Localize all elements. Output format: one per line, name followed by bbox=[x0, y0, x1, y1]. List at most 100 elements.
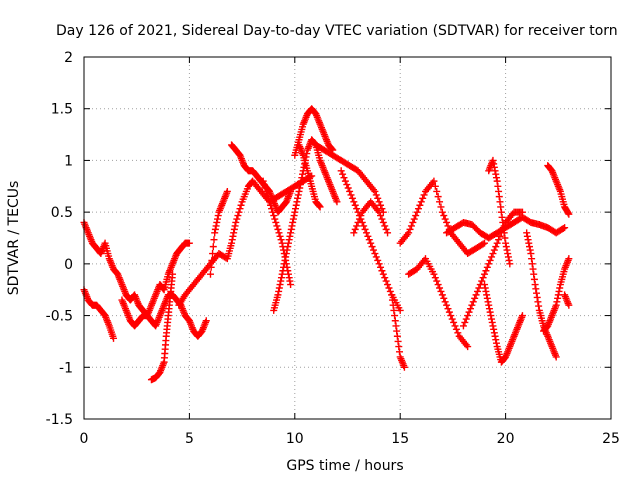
data-point bbox=[531, 281, 539, 289]
data-point bbox=[528, 255, 536, 263]
series-arc-k bbox=[295, 141, 324, 211]
data-point bbox=[565, 301, 573, 309]
data-point bbox=[351, 225, 359, 233]
series-arc-c bbox=[118, 291, 210, 340]
data-point bbox=[368, 243, 376, 251]
series-arc-t bbox=[481, 281, 526, 366]
data-point bbox=[262, 187, 270, 195]
data-point bbox=[391, 317, 399, 325]
data-point bbox=[431, 274, 439, 282]
data-point bbox=[434, 193, 442, 201]
data-point bbox=[339, 170, 347, 178]
data-point bbox=[268, 205, 276, 213]
data-point bbox=[375, 198, 383, 206]
data-point bbox=[347, 191, 355, 199]
data-point bbox=[561, 224, 569, 232]
y-tick-labels: -1.5 -1 -0.5 0 0.5 1 1.5 2 bbox=[46, 50, 73, 428]
data-point bbox=[269, 208, 277, 216]
data-point bbox=[333, 198, 341, 206]
data-point bbox=[496, 232, 504, 240]
data-point bbox=[296, 181, 304, 189]
data-point bbox=[286, 232, 294, 240]
data-point bbox=[275, 229, 283, 237]
series-arc-o bbox=[388, 291, 408, 371]
data-point bbox=[293, 198, 301, 206]
data-point bbox=[350, 198, 358, 206]
data-point bbox=[232, 218, 240, 226]
data-point bbox=[499, 218, 507, 226]
data-point bbox=[431, 182, 439, 190]
data-point bbox=[361, 225, 369, 233]
data-point bbox=[409, 218, 417, 226]
data-point bbox=[491, 332, 499, 340]
data-point bbox=[348, 194, 356, 202]
series-arc-y bbox=[561, 291, 573, 309]
data-point bbox=[278, 270, 286, 278]
data-point bbox=[287, 225, 295, 233]
data-point bbox=[367, 239, 375, 247]
data-point bbox=[565, 210, 573, 218]
data-point bbox=[433, 277, 441, 285]
data-point bbox=[487, 312, 495, 320]
data-point bbox=[518, 208, 526, 216]
data-point bbox=[353, 205, 361, 213]
data-point bbox=[523, 232, 531, 240]
data-point bbox=[441, 298, 449, 306]
data-point bbox=[502, 239, 510, 247]
data-point bbox=[377, 212, 385, 220]
data-point bbox=[389, 301, 397, 309]
data-points bbox=[80, 105, 573, 384]
data-point bbox=[286, 277, 294, 285]
data-point bbox=[354, 218, 362, 226]
data-point bbox=[271, 215, 279, 223]
data-point bbox=[299, 170, 307, 178]
data-point bbox=[492, 170, 500, 178]
data-point bbox=[390, 306, 398, 314]
data-point bbox=[261, 184, 269, 192]
data-point bbox=[493, 177, 501, 185]
data-point bbox=[263, 191, 271, 199]
data-point bbox=[503, 246, 511, 254]
data-point bbox=[287, 229, 295, 237]
data-point bbox=[237, 201, 245, 209]
data-point bbox=[287, 187, 295, 195]
data-point bbox=[289, 218, 297, 226]
data-point bbox=[214, 212, 222, 220]
data-point bbox=[488, 318, 496, 326]
data-point bbox=[555, 287, 563, 295]
data-point bbox=[488, 253, 496, 261]
data-point bbox=[483, 291, 491, 299]
data-point bbox=[481, 284, 489, 292]
data-point bbox=[505, 256, 513, 264]
data-point bbox=[481, 270, 489, 278]
data-point bbox=[280, 260, 288, 268]
data-point bbox=[518, 312, 526, 320]
data-point bbox=[288, 222, 296, 230]
data-point bbox=[412, 212, 420, 220]
data-point bbox=[360, 222, 368, 230]
data-point bbox=[469, 298, 477, 306]
data-point bbox=[440, 212, 448, 220]
data-point bbox=[316, 203, 324, 211]
data-point bbox=[430, 177, 438, 185]
data-point bbox=[553, 298, 561, 306]
data-point bbox=[287, 281, 295, 289]
data-point bbox=[529, 265, 537, 273]
data-point bbox=[210, 236, 218, 244]
series-arc-n bbox=[350, 198, 392, 237]
data-point bbox=[396, 306, 404, 314]
data-point bbox=[482, 267, 490, 275]
data-point bbox=[497, 203, 505, 211]
data-point bbox=[393, 327, 401, 335]
data-point bbox=[229, 232, 237, 240]
data-point bbox=[371, 187, 379, 195]
data-point bbox=[282, 253, 290, 261]
data-point bbox=[273, 222, 281, 230]
series-arc-v bbox=[523, 229, 560, 361]
y-tick-label: 0 bbox=[64, 257, 73, 273]
data-point bbox=[378, 215, 386, 223]
data-point bbox=[417, 198, 425, 206]
data-point bbox=[437, 203, 445, 211]
data-point bbox=[447, 312, 455, 320]
data-point bbox=[351, 201, 359, 209]
